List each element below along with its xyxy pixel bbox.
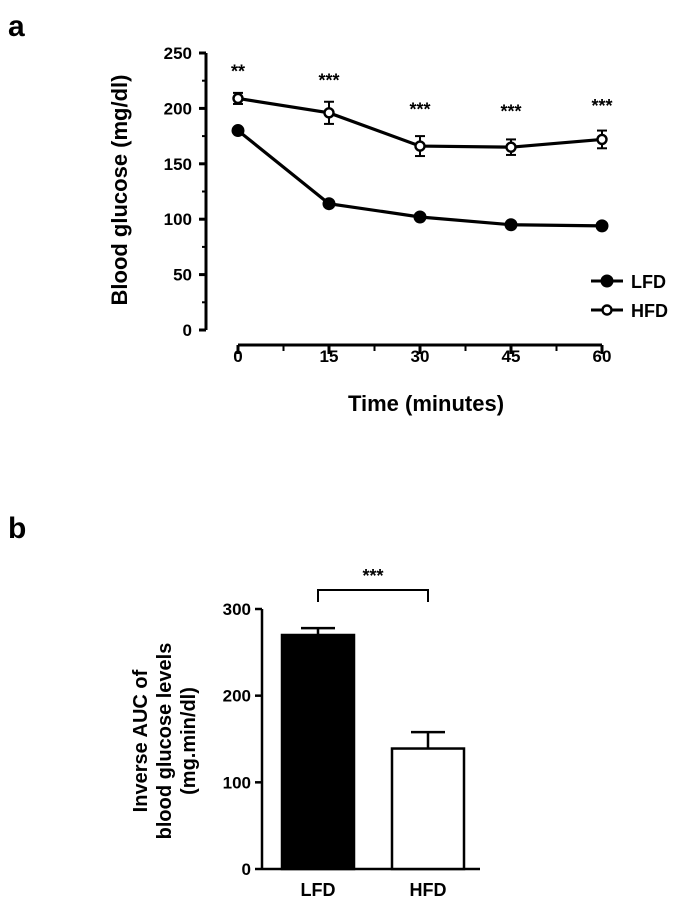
x-tick-label: 15 [320, 347, 339, 366]
y-axis-title-line: (mg.min/dl) [178, 687, 200, 795]
y-axis-title-line: blood glucose levels [154, 643, 176, 840]
y-tick-label: 100 [164, 210, 192, 229]
y-axis-title-line: Inverse AUC of [130, 669, 152, 812]
y-tick-label: 250 [164, 44, 192, 63]
significance-label: *** [318, 70, 339, 90]
x-tick-label: 60 [593, 347, 612, 366]
panel-letter-b: b [8, 512, 26, 545]
x-tick-label: 0 [233, 347, 242, 366]
data-point-lfd [504, 218, 518, 232]
y-tick-label: 150 [164, 155, 192, 174]
data-point-lfd [413, 210, 427, 224]
significance-label: *** [409, 99, 430, 119]
legend-marker-lfd [600, 274, 614, 288]
bar-hfd [390, 747, 466, 871]
data-point-hfd [596, 133, 608, 146]
data-point-lfd [322, 197, 336, 211]
x-axis-title: Time (minutes) [348, 391, 504, 416]
legend-label-hfd: HFD [631, 301, 668, 321]
y-tick-label: 50 [173, 266, 192, 285]
significance-label: *** [591, 96, 612, 116]
data-point-hfd [414, 140, 426, 152]
data-point-lfd [231, 124, 245, 138]
category-label-hfd: HFD [410, 880, 447, 900]
significance-label: ** [231, 62, 245, 82]
y-tick-label: 0 [183, 321, 192, 340]
category-label-lfd: LFD [301, 880, 336, 900]
data-point-hfd [323, 107, 335, 119]
data-point-lfd [595, 219, 609, 233]
data-point-hfd [232, 92, 244, 105]
significance-label: *** [500, 102, 521, 122]
y-axis-title: Blood glucose (mg/dl) [107, 75, 132, 306]
x-tick-label: 45 [502, 347, 521, 366]
x-tick-label: 30 [411, 347, 430, 366]
line-chart-panel: 0 50 100 150 200 250 0 15 30 45 60 Time (minutes) Bl… [107, 44, 668, 416]
y-tick-label: 200 [223, 687, 251, 706]
y-tick-label: 0 [242, 860, 251, 879]
y-tick-label: 200 [164, 99, 192, 118]
significance-label: *** [362, 566, 383, 586]
y-tick-label: 300 [223, 600, 251, 619]
bar-chart-panel: 0 100 200 300 LFD HFD *** Inverse AUC of blood g… [130, 566, 480, 900]
data-point-hfd [505, 141, 517, 153]
legend-marker-hfd [601, 304, 613, 316]
significance-bracket [317, 589, 429, 602]
panel-letter-a: a [8, 10, 25, 43]
y-tick-label: 100 [223, 773, 251, 792]
bar-lfd [280, 633, 356, 871]
legend-label-lfd: LFD [631, 272, 666, 292]
